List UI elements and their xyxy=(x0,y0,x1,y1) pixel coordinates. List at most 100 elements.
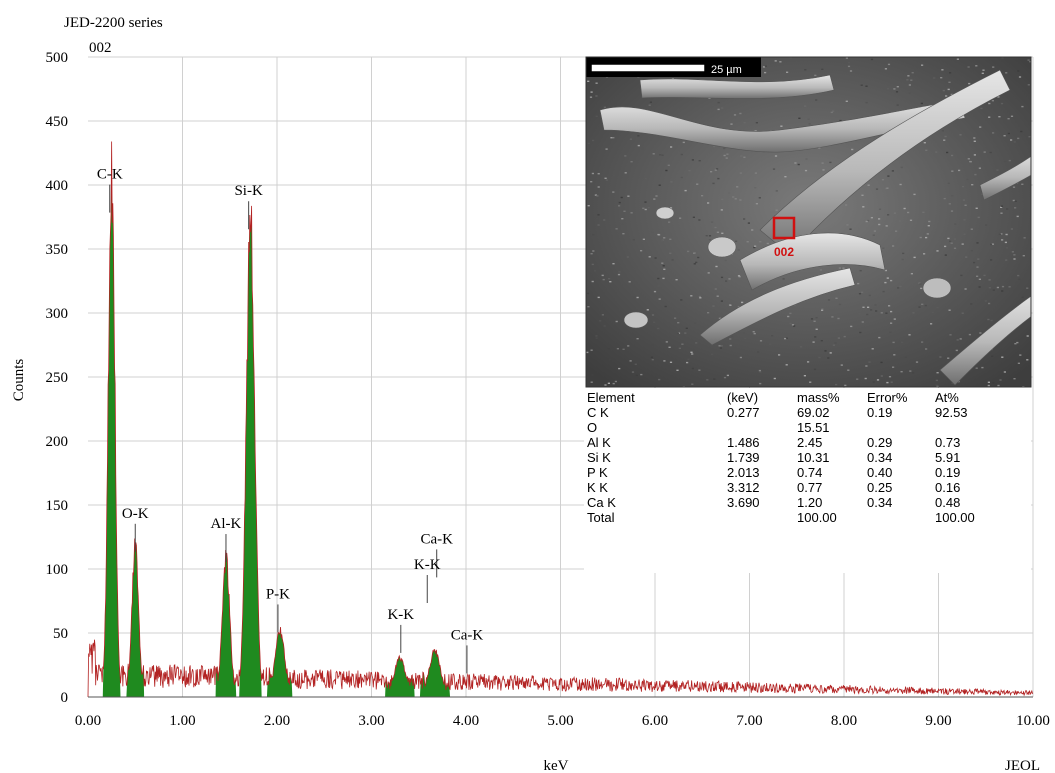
sem-speckle xyxy=(739,199,742,201)
sem-speckle xyxy=(789,322,792,325)
sem-speckle xyxy=(595,82,598,84)
sem-speckle xyxy=(637,135,640,137)
sem-speckle xyxy=(878,218,881,220)
sem-speckle xyxy=(804,169,808,172)
table-cell: C K xyxy=(587,405,609,420)
sem-speckle xyxy=(947,182,950,184)
y-tick-label: 450 xyxy=(46,114,69,130)
sem-speckle xyxy=(804,69,807,71)
sem-speckle xyxy=(980,107,983,110)
sem-speckle xyxy=(680,153,683,156)
sem-speckle xyxy=(960,274,963,277)
sem-speckle xyxy=(677,322,680,324)
sem-speckle xyxy=(812,341,815,343)
y-tick-label: 200 xyxy=(46,434,69,450)
sem-speckle xyxy=(1014,343,1017,345)
sem-speckle xyxy=(690,351,693,353)
sem-speckle xyxy=(716,168,719,170)
sem-speckle xyxy=(791,324,795,326)
sem-speckle xyxy=(1001,239,1004,241)
sem-speckle xyxy=(648,104,651,106)
table-cell: 100.00 xyxy=(935,510,975,525)
sem-speckle xyxy=(858,313,861,315)
sem-speckle xyxy=(695,261,698,264)
sem-speckle xyxy=(856,378,859,380)
sem-speckle xyxy=(634,363,637,365)
sem-speckle xyxy=(741,301,744,304)
sem-speckle xyxy=(866,313,869,316)
sem-speckle xyxy=(797,163,800,166)
sem-speckle xyxy=(840,364,843,366)
sem-speckle xyxy=(808,123,811,125)
sem-speckle xyxy=(907,211,910,214)
sem-speckle xyxy=(590,91,593,93)
sem-speckle xyxy=(725,280,728,282)
sem-speckle xyxy=(1017,70,1020,72)
sem-speckle xyxy=(608,278,611,280)
sem-speckle xyxy=(991,243,994,245)
sem-speckle xyxy=(609,359,612,361)
peak-label: K-K xyxy=(387,607,414,623)
sem-speckle xyxy=(657,277,660,280)
sem-speckle xyxy=(659,154,662,156)
sem-speckle xyxy=(720,345,723,347)
sem-speckle xyxy=(933,77,936,79)
sem-blob xyxy=(623,311,649,329)
sem-speckle xyxy=(733,114,737,116)
sem-speckle xyxy=(881,179,885,181)
sem-speckle xyxy=(712,145,716,148)
sem-speckle xyxy=(686,361,689,364)
sem-speckle xyxy=(837,337,840,339)
sem-speckle xyxy=(804,105,807,107)
sem-speckle xyxy=(618,367,621,370)
sem-speckle xyxy=(944,135,947,138)
sem-speckle xyxy=(653,321,656,323)
sem-speckle xyxy=(627,195,630,197)
sem-speckle xyxy=(1017,362,1020,364)
analysis-point-marker xyxy=(772,216,796,240)
sem-speckle xyxy=(909,370,912,372)
sem-speckle xyxy=(942,89,945,92)
sem-speckle xyxy=(867,306,870,308)
sem-speckle xyxy=(851,148,854,151)
sem-speckle xyxy=(838,303,842,306)
sem-speckle xyxy=(890,322,893,324)
sem-speckle xyxy=(1019,354,1022,356)
sem-speckle xyxy=(981,366,984,369)
sem-speckle xyxy=(1010,115,1014,117)
table-cell: P K xyxy=(587,465,608,480)
sem-speckle xyxy=(815,99,818,101)
x-tick-label: 9.00 xyxy=(925,713,951,729)
sem-speckle xyxy=(818,356,821,359)
sem-speckle xyxy=(950,242,953,244)
peak-label: K-K xyxy=(414,557,441,573)
sem-speckle xyxy=(805,158,808,160)
sem-speckle xyxy=(870,217,873,219)
peak-label: C-K xyxy=(97,167,123,183)
sem-speckle xyxy=(895,91,899,93)
sem-speckle xyxy=(982,69,985,71)
sem-speckle xyxy=(629,360,632,362)
peak-label: Al-K xyxy=(211,516,242,532)
sem-speckle xyxy=(887,175,890,177)
sem-speckle xyxy=(882,290,885,293)
sem-speckle xyxy=(713,378,716,380)
sem-fiber xyxy=(699,267,856,346)
sem-speckle xyxy=(959,134,962,136)
sem-speckle xyxy=(751,229,754,231)
sem-speckle xyxy=(1000,212,1003,214)
sem-speckle xyxy=(706,379,709,381)
x-tick-label: 1.00 xyxy=(169,713,195,729)
sem-speckle xyxy=(640,373,643,376)
sem-speckle xyxy=(772,168,776,170)
sem-speckle xyxy=(589,96,593,98)
sem-speckle xyxy=(668,221,671,223)
sem-speckle xyxy=(614,105,617,108)
table-cell: 69.02 xyxy=(797,405,830,420)
sem-speckle xyxy=(591,280,594,283)
sem-speckle xyxy=(595,115,598,117)
sem-speckle xyxy=(676,369,679,371)
sem-speckle xyxy=(1011,251,1014,253)
sem-speckle xyxy=(953,247,957,249)
sem-speckle xyxy=(640,250,643,252)
